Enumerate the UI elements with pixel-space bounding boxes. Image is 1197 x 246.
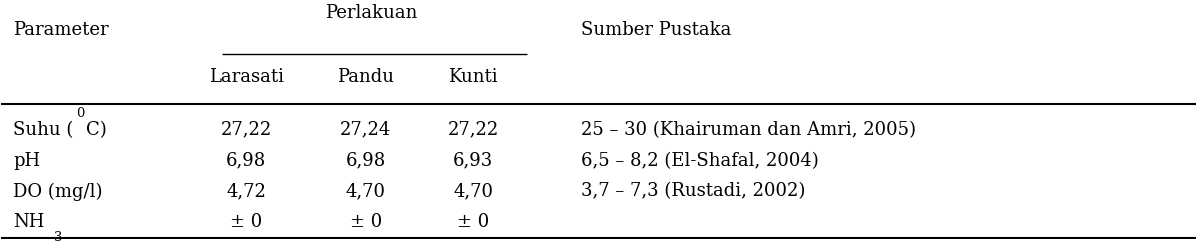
Text: DO (mg/l): DO (mg/l) <box>13 182 103 201</box>
Text: C): C) <box>86 121 107 139</box>
Text: 3: 3 <box>54 231 62 244</box>
Text: 6,93: 6,93 <box>452 152 493 170</box>
Text: Larasati: Larasati <box>208 68 284 86</box>
Text: 25 – 30 (Khairuman dan Amri, 2005): 25 – 30 (Khairuman dan Amri, 2005) <box>581 121 916 139</box>
Text: 27,24: 27,24 <box>340 121 391 139</box>
Text: Perlakuan: Perlakuan <box>326 4 418 22</box>
Text: 6,98: 6,98 <box>346 152 385 170</box>
Text: ± 0: ± 0 <box>457 214 490 231</box>
Text: pH: pH <box>13 152 41 170</box>
Text: 4,70: 4,70 <box>454 183 493 200</box>
Text: NH: NH <box>13 214 44 231</box>
Text: 3,7 – 7,3 (Rustadi, 2002): 3,7 – 7,3 (Rustadi, 2002) <box>581 183 804 200</box>
Text: 0: 0 <box>77 107 85 120</box>
Text: Kunti: Kunti <box>449 68 498 86</box>
Text: Pandu: Pandu <box>338 68 394 86</box>
Text: 27,22: 27,22 <box>448 121 499 139</box>
Text: 4,72: 4,72 <box>226 183 266 200</box>
Text: 6,5 – 8,2 (El-Shafal, 2004): 6,5 – 8,2 (El-Shafal, 2004) <box>581 152 819 170</box>
Text: 27,22: 27,22 <box>220 121 272 139</box>
Text: 4,70: 4,70 <box>346 183 385 200</box>
Text: Parameter: Parameter <box>13 21 109 39</box>
Text: Suhu (: Suhu ( <box>13 121 74 139</box>
Text: ± 0: ± 0 <box>230 214 262 231</box>
Text: ± 0: ± 0 <box>350 214 382 231</box>
Text: 6,98: 6,98 <box>226 152 266 170</box>
Text: Sumber Pustaka: Sumber Pustaka <box>581 21 731 39</box>
